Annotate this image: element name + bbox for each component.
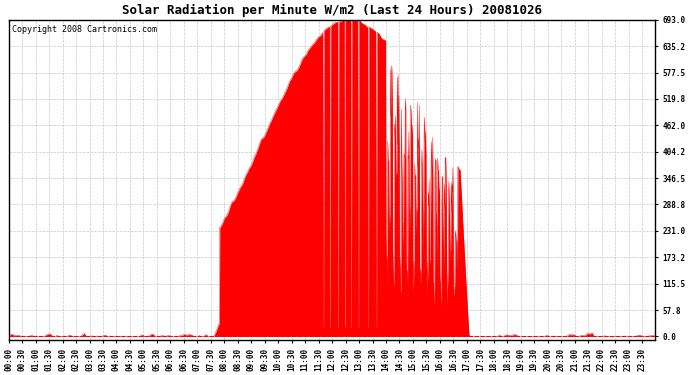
Text: Copyright 2008 Cartronics.com: Copyright 2008 Cartronics.com	[12, 25, 157, 34]
Title: Solar Radiation per Minute W/m2 (Last 24 Hours) 20081026: Solar Radiation per Minute W/m2 (Last 24…	[122, 4, 542, 17]
